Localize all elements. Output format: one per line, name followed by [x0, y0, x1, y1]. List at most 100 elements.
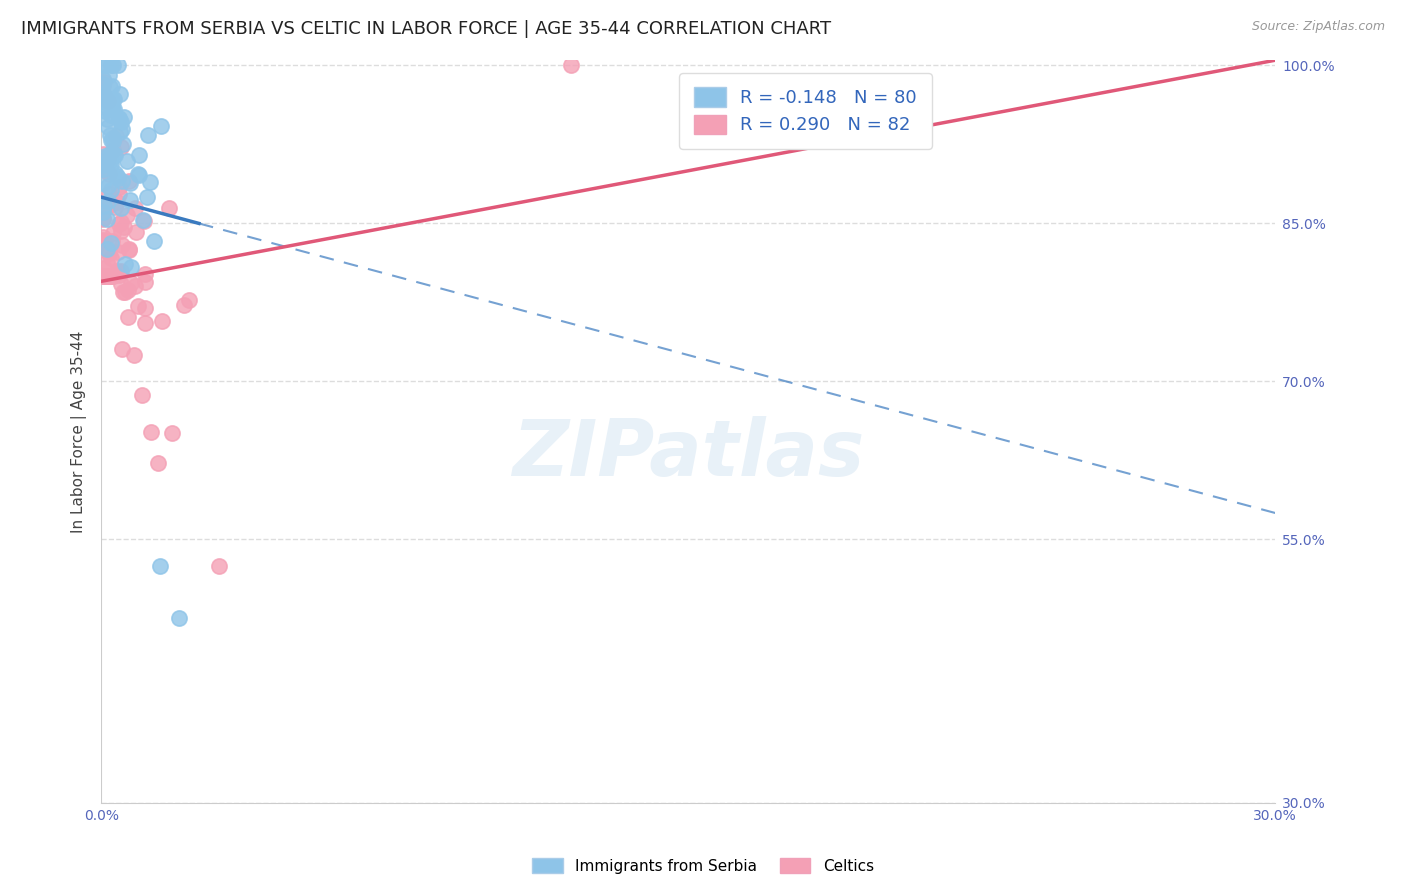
- Point: [101, 269, 124, 284]
- Point: [148, 456, 170, 470]
- Point: [91, 94, 114, 108]
- Point: [101, 130, 124, 145]
- Point: [110, 125, 132, 139]
- Point: [160, 425, 183, 440]
- Point: [91, 211, 114, 225]
- Point: [177, 293, 200, 308]
- Point: [98, 152, 121, 166]
- Point: [118, 242, 141, 256]
- Point: [93, 199, 115, 213]
- Point: [115, 154, 138, 169]
- Point: [112, 111, 135, 125]
- Point: [105, 194, 128, 209]
- Point: [91, 90, 114, 104]
- Point: [134, 275, 156, 289]
- Point: [93, 88, 115, 103]
- Point: [111, 285, 134, 300]
- Point: [96, 255, 118, 269]
- Point: [112, 219, 135, 234]
- Point: [110, 277, 132, 291]
- Point: [114, 285, 136, 300]
- Point: [132, 212, 155, 227]
- Point: [97, 149, 120, 163]
- Point: [91, 212, 114, 227]
- Point: [96, 242, 118, 256]
- Point: [91, 269, 114, 284]
- Point: [105, 169, 128, 183]
- Point: [124, 202, 146, 216]
- Point: [107, 179, 129, 194]
- Point: [100, 183, 122, 197]
- Point: [97, 269, 120, 284]
- Point: [134, 214, 156, 228]
- Point: [114, 257, 136, 271]
- Point: [117, 310, 139, 324]
- Point: [96, 269, 118, 284]
- Point: [127, 300, 149, 314]
- Point: [96, 90, 118, 104]
- Point: [97, 97, 120, 112]
- Point: [91, 79, 114, 94]
- Point: [91, 177, 114, 191]
- Point: [115, 208, 138, 222]
- Point: [104, 200, 127, 214]
- Point: [94, 98, 117, 112]
- Point: [98, 68, 121, 82]
- Point: [91, 146, 114, 161]
- Point: [120, 276, 142, 290]
- Point: [124, 279, 146, 293]
- Point: [100, 157, 122, 171]
- Point: [93, 74, 115, 88]
- Point: [93, 58, 115, 72]
- Point: [100, 133, 122, 147]
- Point: [134, 301, 156, 316]
- Point: [149, 120, 172, 134]
- Point: [111, 342, 134, 356]
- Text: ZIPatlas: ZIPatlas: [512, 416, 865, 491]
- Point: [107, 170, 129, 185]
- Point: [91, 90, 114, 104]
- Point: [100, 101, 122, 115]
- Point: [207, 558, 229, 573]
- Point: [98, 128, 121, 142]
- Point: [139, 175, 162, 189]
- Point: [105, 129, 128, 144]
- Point: [94, 90, 117, 104]
- Point: [96, 212, 118, 227]
- Point: [149, 558, 172, 573]
- Point: [94, 149, 117, 163]
- Legend: Immigrants from Serbia, Celtics: Immigrants from Serbia, Celtics: [526, 852, 880, 880]
- Point: [110, 140, 132, 154]
- Point: [97, 246, 120, 260]
- Point: [100, 146, 122, 161]
- Point: [134, 316, 156, 330]
- Point: [93, 234, 115, 248]
- Point: [107, 58, 129, 72]
- Point: [105, 263, 128, 277]
- Point: [93, 269, 115, 284]
- Point: [127, 167, 149, 181]
- Point: [93, 260, 115, 275]
- Point: [103, 103, 125, 117]
- Point: [98, 269, 121, 284]
- Point: [91, 233, 114, 247]
- Point: [93, 158, 115, 172]
- Point: [108, 111, 131, 125]
- Point: [150, 313, 173, 327]
- Point: [96, 164, 118, 178]
- Point: [169, 611, 191, 625]
- Point: [91, 269, 114, 284]
- Point: [97, 194, 120, 208]
- Point: [101, 143, 124, 157]
- Point: [94, 58, 117, 72]
- Point: [101, 58, 124, 72]
- Point: [120, 260, 142, 275]
- Point: [108, 265, 131, 279]
- Point: [104, 166, 127, 180]
- Point: [111, 238, 134, 252]
- Point: [97, 95, 120, 109]
- Point: [98, 167, 121, 181]
- Point: [111, 122, 134, 136]
- Point: [103, 91, 125, 105]
- Point: [157, 201, 180, 215]
